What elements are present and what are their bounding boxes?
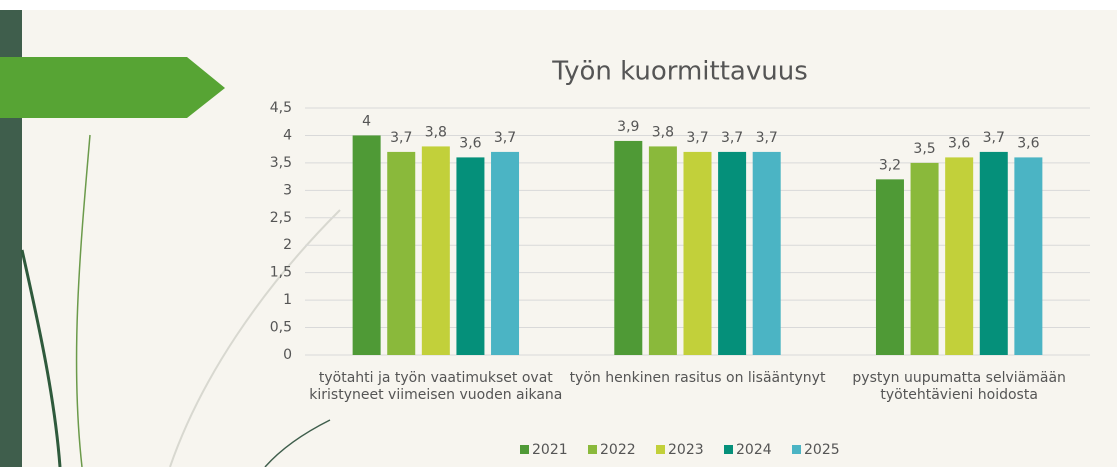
data-label: 3,7 [756,130,778,146]
bar [718,152,746,355]
data-label: 3,7 [721,130,743,146]
y-tick-label: 3 [283,182,292,198]
y-tick-label: 1 [283,292,292,308]
data-label: 3,7 [494,130,516,146]
legend-label: 2023 [668,442,704,458]
bar [353,135,381,355]
bar [876,179,904,355]
y-tick-label: 0 [283,347,292,363]
legend-label: 2025 [804,442,840,458]
bar [614,141,642,355]
bar [753,152,781,355]
bar [456,157,484,355]
data-label: 3,7 [686,130,708,146]
data-label: 4 [362,113,371,129]
bar [1014,157,1042,355]
bar [980,152,1008,355]
bar [684,152,712,355]
bar [911,163,939,355]
chart-title: Työn kuormittavuus [551,57,808,87]
bar [491,152,519,355]
slide: Työn kuormittavuus 0 0,5 1 1,5 2 2,5 3 3,5 4 4,5 4… [0,0,1117,467]
bar [945,157,973,355]
legend-label: 2024 [736,442,772,458]
top-strip [0,0,1117,10]
y-tick-label: 4 [283,127,292,143]
legend-swatch [792,445,801,454]
y-tick-label: 1,5 [270,265,292,281]
legend-swatch [520,445,529,454]
data-label: 3,6 [948,135,970,151]
y-tick-label: 0,5 [270,320,292,336]
data-label: 3,7 [390,130,412,146]
bar [649,146,677,355]
y-tick-label: 2,5 [270,210,292,226]
y-tick-label: 4,5 [270,100,292,116]
x-tick-label: työn henkinen rasitus on lisääntynyt [558,370,838,387]
y-tick-label: 3,5 [270,155,292,171]
data-label: 3,5 [913,141,935,157]
arrow-shape [0,57,225,118]
bar [387,152,415,355]
data-label: 3,8 [652,124,674,140]
data-label: 3,2 [879,157,901,173]
legend-swatch [724,445,733,454]
data-label: 3,7 [983,130,1005,146]
x-tick-label: pystyn uupumatta selviämään työtehtävien… [819,370,1099,404]
y-tick-label: 2 [283,237,292,253]
legend-label: 2022 [600,442,636,458]
legend-swatch [656,445,665,454]
data-label: 3,6 [1017,135,1039,151]
data-label: 3,6 [459,135,481,151]
bar [422,146,450,355]
data-label: 3,8 [425,124,447,140]
legend-label: 2021 [532,442,568,458]
x-tick-label: työtahti ja työn vaatimukset ovat kirist… [296,370,576,404]
legend-swatch [588,445,597,454]
data-label: 3,9 [617,119,639,135]
